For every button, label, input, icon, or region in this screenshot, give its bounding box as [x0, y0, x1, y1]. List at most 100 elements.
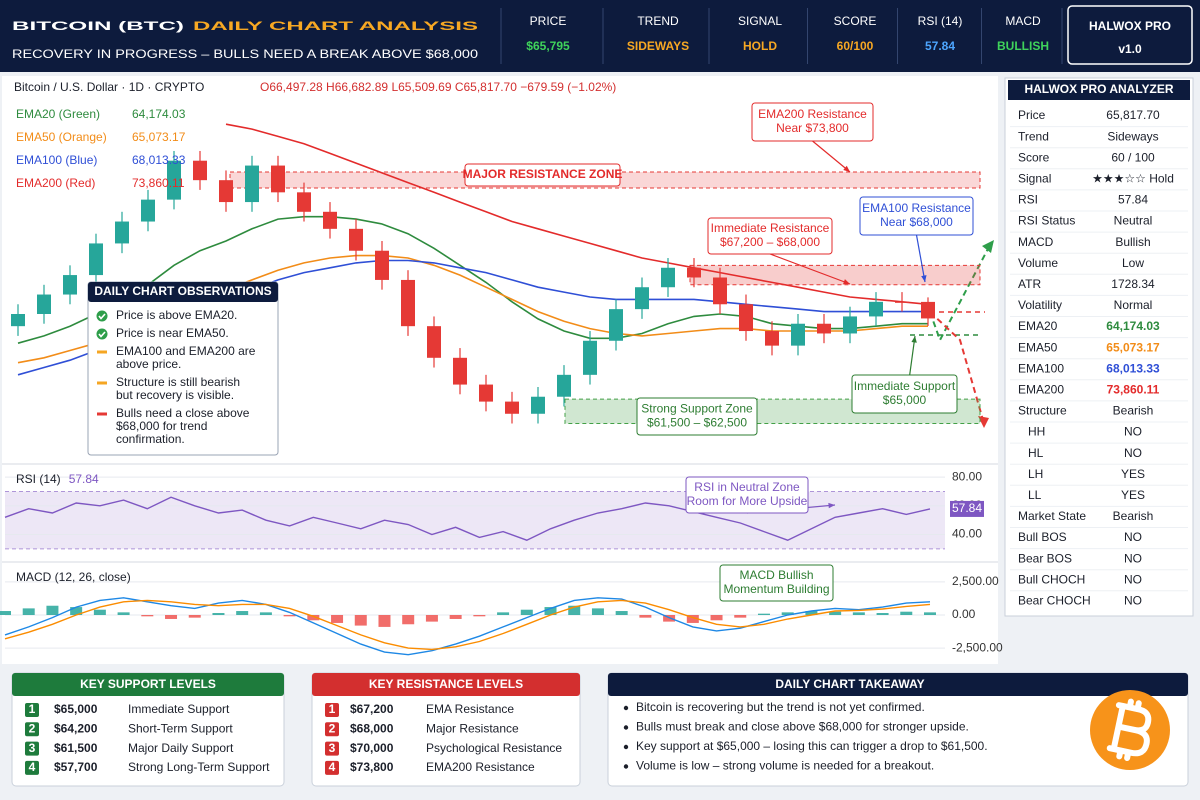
row-value: 1728.34	[1111, 277, 1155, 291]
candle-body	[921, 301, 935, 319]
rank: 4	[29, 760, 36, 774]
candle-body	[63, 275, 77, 295]
annotation-text: EMA200 Resistance	[758, 107, 867, 121]
row-label: Signal	[1018, 171, 1051, 185]
macd-histogram-bar	[852, 612, 865, 615]
annotation-text: RSI in Neutral Zone	[694, 480, 800, 494]
levels-title: KEY RESISTANCE LEVELS	[369, 677, 523, 691]
takeaway-item: Bulls must break and close above $68,000…	[636, 720, 969, 734]
candle-body	[11, 314, 25, 327]
levels-header	[12, 673, 284, 696]
stat-label: SCORE	[834, 14, 877, 28]
macd-histogram-bar	[425, 615, 438, 622]
candle-body	[609, 309, 623, 341]
row-label: Trend	[1018, 129, 1049, 143]
candle-body	[531, 396, 545, 414]
ema-line	[225, 123, 929, 306]
chart-title: Bitcoin / U.S. Dollar · 1D · CRYPTO	[14, 80, 204, 94]
row-label: Bear CHOCH	[1018, 593, 1091, 607]
candle-body	[869, 301, 883, 317]
row-label: Volume	[1018, 256, 1058, 270]
annotation-arrow	[812, 140, 851, 173]
row-value: NO	[1124, 551, 1142, 565]
row-label: EMA100	[1018, 361, 1064, 375]
macd-histogram-bar	[449, 615, 462, 619]
annotation-box	[719, 564, 834, 602]
bearish-arrowhead	[978, 416, 989, 428]
level-label: EMA200 Resistance	[426, 760, 535, 774]
row-value: Low	[1122, 256, 1144, 270]
level-price: $68,000	[350, 721, 394, 735]
row-value: 73,860.11	[1107, 382, 1160, 396]
observation-text: Price is near EMA50.	[116, 326, 229, 340]
candle-body	[583, 340, 597, 375]
candle-body	[843, 316, 857, 334]
annotation-text: Immediate Support	[854, 379, 956, 393]
row-label: Volatility	[1018, 298, 1062, 312]
annotation-text: MACD Bullish	[739, 568, 813, 582]
stat-label: RSI (14)	[918, 14, 963, 28]
row-value: 65,817.70	[1106, 108, 1160, 122]
rank: 3	[29, 741, 36, 755]
macd-histogram-bar	[188, 615, 201, 618]
candle-body	[427, 326, 441, 358]
bullet	[623, 744, 629, 750]
badge	[1067, 5, 1193, 65]
rank-badge	[325, 760, 339, 775]
annotation-text: Strong Support Zone	[641, 402, 753, 416]
row-label: Bull CHOCH	[1018, 572, 1085, 586]
macd-histogram-bar	[117, 612, 130, 615]
row-label: Price	[1018, 108, 1046, 122]
candle-body	[687, 267, 701, 278]
analyzer-header	[1008, 80, 1190, 100]
pane-title: RSI (14)	[16, 472, 61, 486]
row-label: LL	[1028, 488, 1042, 502]
legend-value: 68,013.33	[132, 153, 186, 167]
candle-body	[141, 199, 155, 222]
macd-histogram-bar	[236, 611, 249, 615]
macd-histogram-bar	[710, 615, 723, 621]
row-value: NO	[1124, 593, 1142, 607]
row-label: LH	[1028, 467, 1043, 481]
macd-histogram-bar	[520, 609, 533, 615]
macd-histogram-bar	[378, 615, 391, 627]
annotation-arrowhead	[843, 165, 850, 172]
pane-title: MACD (12, 26, close)	[16, 570, 131, 584]
row-value: 65,073.17	[1106, 340, 1160, 354]
candle-body	[453, 357, 467, 385]
macd-histogram-bar	[924, 612, 936, 615]
level-price: $57,700	[54, 760, 98, 774]
takeaway-item: Key support at $65,000 – losing this can…	[636, 739, 988, 753]
macd-histogram-bar	[829, 611, 842, 615]
macd-histogram-bar	[781, 612, 794, 615]
candle-body	[297, 192, 311, 212]
row-label: Market State	[1018, 509, 1086, 523]
annotation-arrowhead	[828, 502, 835, 509]
levels-title: KEY SUPPORT LEVELS	[80, 677, 216, 691]
y-tick-label: 0.00	[952, 607, 976, 621]
rank-badge	[25, 741, 39, 756]
header-bar	[0, 0, 1200, 72]
macd-histogram-bar	[686, 615, 699, 623]
bearish-projection	[929, 311, 984, 421]
level-price: $61,500	[54, 741, 98, 755]
stat-value: 57.84	[925, 39, 955, 53]
candle-body	[89, 243, 103, 276]
macd-histogram-bar	[568, 605, 581, 615]
row-value: Bearish	[1113, 509, 1154, 523]
annotation-arrowhead	[843, 279, 850, 285]
rank: 2	[29, 721, 36, 735]
row-label: MACD	[1018, 235, 1054, 249]
row-value: Neutral	[1114, 214, 1153, 228]
check-mark	[98, 331, 106, 338]
candle-body	[167, 160, 181, 200]
rank: 1	[329, 702, 336, 716]
level-label: Immediate Support	[128, 702, 230, 716]
y-tick-label: 80.00	[952, 469, 982, 483]
logo-glyph	[1106, 698, 1152, 762]
candle-body	[219, 180, 233, 203]
observation-text: EMA100 and EMA200 are	[116, 344, 256, 358]
observations-title: DAILY CHART OBSERVATIONS	[94, 284, 271, 298]
candle-body	[817, 323, 831, 334]
